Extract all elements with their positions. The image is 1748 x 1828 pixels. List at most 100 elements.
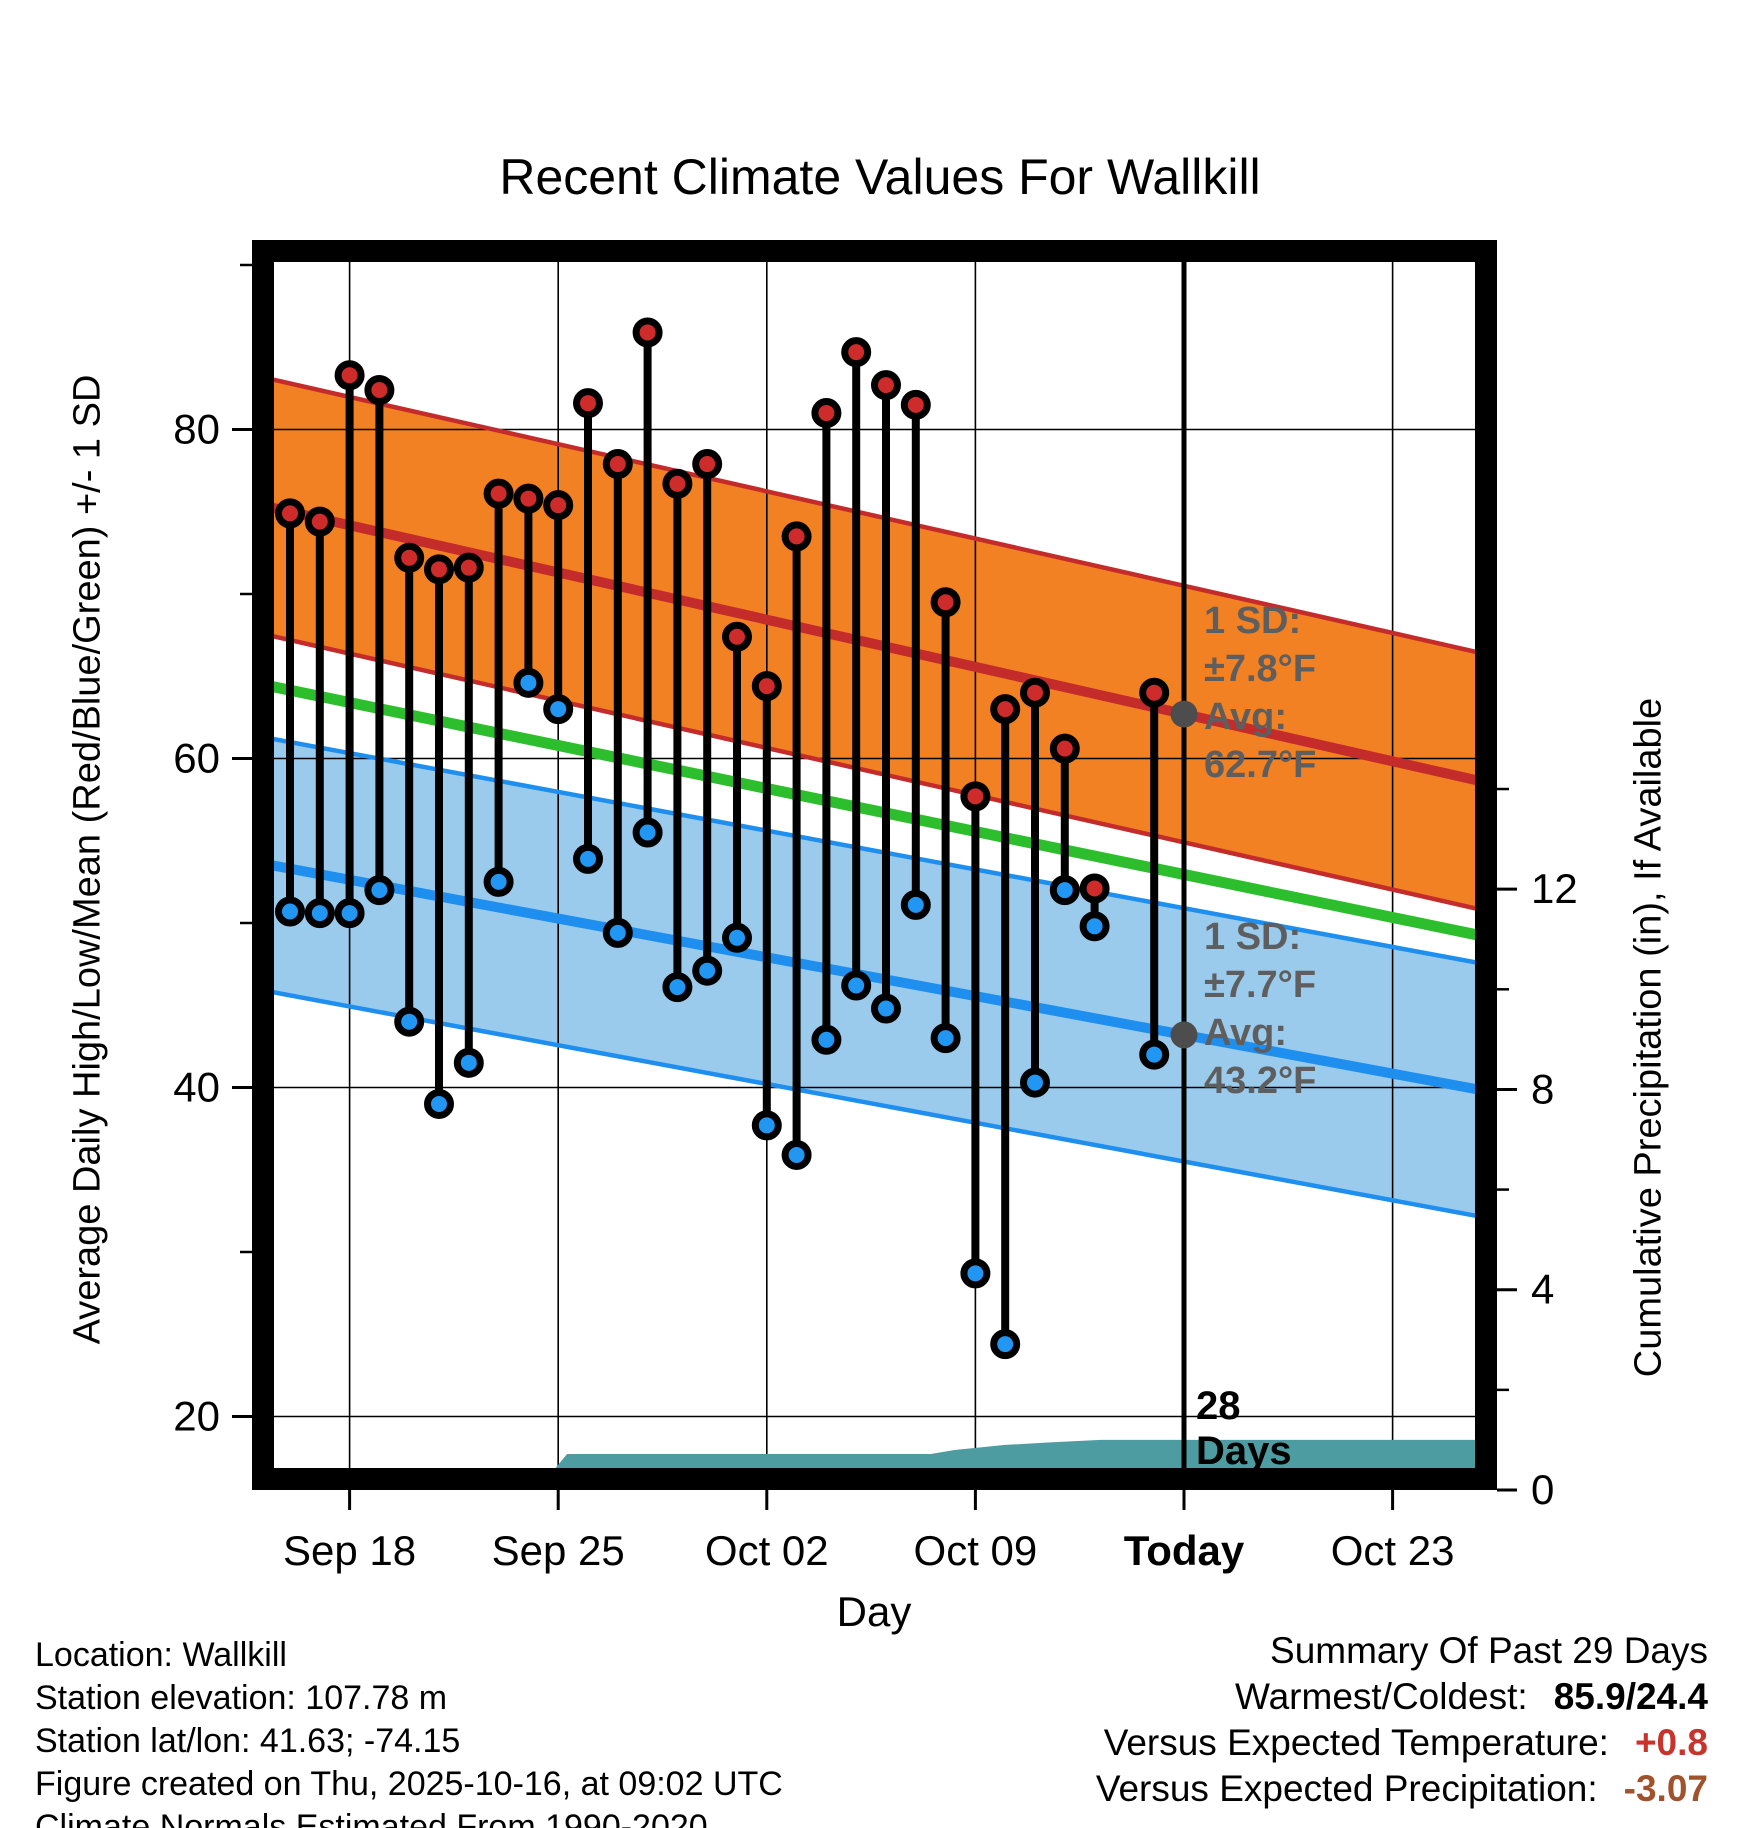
low-annotation-line: ±7.7°F	[1204, 964, 1316, 1006]
right-tick-label: 0	[1531, 1466, 1554, 1513]
station-info: Location: Wallkill Station elevation: 10…	[35, 1634, 783, 1828]
day-stem	[1020, 677, 1050, 1098]
high-dot	[394, 542, 425, 573]
x-tick-label: Sep 25	[492, 1527, 625, 1574]
low-dot	[602, 917, 633, 948]
avg-high-marker	[1170, 700, 1198, 728]
low-dot	[811, 1024, 842, 1055]
day-stem	[602, 449, 633, 948]
high-dot	[1049, 733, 1080, 764]
high-annotation-line: 62.7°F	[1204, 744, 1316, 786]
high-dot	[781, 521, 812, 552]
x-axis-title: Day	[836, 1588, 912, 1635]
day-stem	[871, 370, 901, 1024]
day-stem	[364, 375, 395, 906]
high-dot	[990, 694, 1021, 725]
day-stem	[424, 554, 454, 1119]
day-stem	[453, 552, 484, 1078]
low-annotation-line: Avg:	[1204, 1012, 1287, 1054]
low-dot	[632, 817, 663, 848]
summary-vs-precipitation: Versus Expected Precipitation: -3.07	[1096, 1766, 1708, 1812]
vs-precip-value: -3.07	[1623, 1768, 1708, 1809]
high-dot	[722, 621, 752, 652]
high-dot	[811, 398, 842, 429]
summary-block: Summary Of Past 29 Days Warmest/Coldest:…	[1096, 1628, 1708, 1812]
figure-created: Figure created on Thu, 2025-10-16, at 09…	[35, 1765, 783, 1803]
chart-title: Recent Climate Values For Wallkill	[499, 149, 1261, 205]
precip-days-annotation-line: 28	[1196, 1384, 1241, 1428]
x-tick-label: Oct 23	[1331, 1527, 1455, 1574]
left-tick-label: 60	[173, 735, 220, 782]
plot-area: 1 SD: ±7.8°F Avg: 62.7°F 1 SD: ±7.7°F Avg: 43.2…	[263, 251, 1486, 1479]
high-dot	[751, 671, 782, 702]
day-stem	[960, 781, 991, 1289]
low-dot	[692, 955, 723, 986]
low-dot	[424, 1088, 454, 1119]
high-dot	[602, 449, 633, 480]
high-dot	[424, 554, 454, 585]
high-dot	[1020, 677, 1050, 708]
day-stem	[573, 388, 603, 874]
day-stem	[1049, 733, 1080, 906]
high-dot	[483, 478, 514, 509]
low-dot	[900, 889, 931, 920]
day-stem	[513, 483, 544, 698]
warmest-coldest-value: 85.9/24.4	[1553, 1676, 1708, 1717]
low-dot	[1020, 1067, 1050, 1098]
day-stem	[394, 542, 425, 1037]
day-stem	[483, 478, 514, 897]
high-annotation-line: 1 SD:	[1204, 600, 1301, 642]
x-tick-label: Sep 18	[283, 1527, 416, 1574]
low-dot	[334, 898, 365, 929]
high-dot	[334, 360, 365, 391]
low-dot	[483, 866, 514, 897]
day-stem	[692, 449, 723, 986]
day-stem	[751, 671, 782, 1141]
precip-days-annotation-line: Days	[1196, 1429, 1292, 1473]
high-dot	[871, 370, 901, 401]
day-stem	[334, 360, 365, 929]
low-dot	[781, 1139, 812, 1170]
warmest-coldest-label: Warmest/Coldest:	[1235, 1676, 1528, 1717]
high-dot	[1139, 677, 1170, 708]
x-tick-label: Oct 02	[705, 1527, 829, 1574]
vs-precip-label: Versus Expected Precipitation:	[1095, 1768, 1598, 1809]
station-elevation: Station elevation: 107.78 m	[35, 1679, 448, 1717]
low-annotation-line: 1 SD:	[1204, 916, 1301, 958]
station-location: Location: Wallkill	[35, 1636, 287, 1674]
low-dot	[662, 972, 693, 1003]
summary-vs-temperature: Versus Expected Temperature: +0.8	[1096, 1720, 1708, 1766]
day-stem	[1079, 873, 1110, 942]
high-dot	[960, 781, 991, 812]
low-dot	[1139, 1039, 1170, 1070]
avg-low-marker	[1170, 1021, 1198, 1049]
high-dot	[692, 449, 723, 480]
high-dot	[453, 552, 484, 583]
high-dot	[662, 468, 693, 499]
day-stem	[900, 389, 931, 920]
summary-title: Summary Of Past 29 Days	[1270, 1630, 1708, 1671]
day-stem	[781, 521, 812, 1170]
low-dot	[871, 993, 901, 1024]
low-dot	[304, 898, 335, 929]
x-tick-label: Oct 09	[914, 1527, 1038, 1574]
high-dot	[900, 389, 931, 420]
plot-border	[252, 240, 1497, 1490]
day-stem	[811, 398, 842, 1055]
left-tick-label: 20	[173, 1393, 220, 1440]
day-stem	[990, 694, 1021, 1360]
low-annotation-line: 43.2°F	[1204, 1060, 1316, 1102]
low-dot	[364, 875, 395, 906]
day-stem	[275, 498, 305, 927]
high-dot	[275, 498, 305, 529]
x-tick-label: Today	[1124, 1527, 1245, 1574]
low-dot	[573, 843, 603, 874]
high-annotation-line: Avg:	[1204, 696, 1287, 738]
low-dot	[1079, 911, 1110, 942]
day-stem	[1139, 677, 1170, 1070]
day-stem	[841, 337, 872, 1001]
low-dot	[513, 667, 544, 698]
low-dot	[841, 970, 872, 1001]
